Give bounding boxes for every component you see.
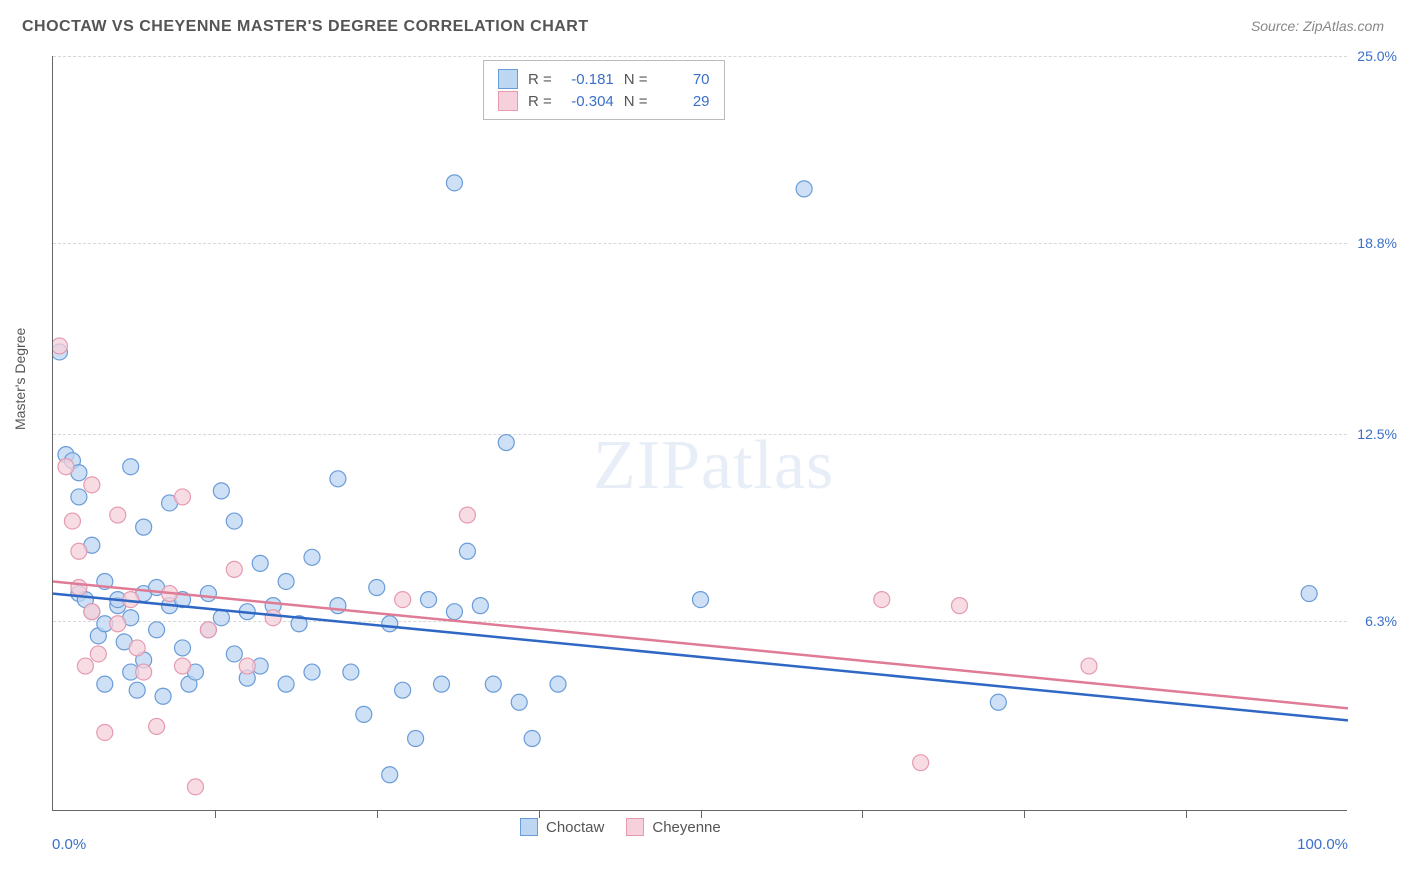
- data-point: [97, 676, 113, 692]
- data-point: [369, 580, 385, 596]
- data-point: [382, 616, 398, 632]
- data-point: [129, 640, 145, 656]
- x-tick: [701, 810, 702, 818]
- data-point: [213, 483, 229, 499]
- y-tick-label: 18.8%: [1357, 235, 1397, 251]
- data-point: [485, 676, 501, 692]
- chart-svg: [53, 56, 1348, 811]
- data-point: [304, 664, 320, 680]
- x-tick: [862, 810, 863, 818]
- data-point: [136, 664, 152, 680]
- data-point: [524, 731, 540, 747]
- data-point: [382, 767, 398, 783]
- data-point: [71, 489, 87, 505]
- legend-item: Cheyenne: [626, 818, 720, 836]
- swatch-icon: [520, 818, 538, 836]
- data-point: [129, 682, 145, 698]
- y-tick-label: 12.5%: [1357, 426, 1397, 442]
- data-point: [446, 604, 462, 620]
- legend-item: Choctaw: [520, 818, 604, 836]
- data-point: [110, 507, 126, 523]
- data-point: [200, 586, 216, 602]
- data-point: [252, 555, 268, 571]
- data-point: [1081, 658, 1097, 674]
- data-point: [693, 592, 709, 608]
- data-point: [330, 471, 346, 487]
- data-point: [434, 676, 450, 692]
- data-point: [187, 779, 203, 795]
- chart-title: CHOCTAW VS CHEYENNE MASTER'S DEGREE CORR…: [22, 18, 589, 35]
- data-point: [278, 573, 294, 589]
- data-point: [175, 658, 191, 674]
- data-point: [913, 755, 929, 771]
- data-point: [446, 175, 462, 191]
- data-point: [459, 543, 475, 559]
- data-point: [459, 507, 475, 523]
- data-point: [550, 676, 566, 692]
- data-point: [149, 622, 165, 638]
- data-point: [304, 549, 320, 565]
- data-point: [97, 724, 113, 740]
- legend-label: Cheyenne: [652, 819, 720, 836]
- data-point: [239, 658, 255, 674]
- data-point: [472, 598, 488, 614]
- data-point: [84, 477, 100, 493]
- data-point: [77, 658, 93, 674]
- data-point: [990, 694, 1006, 710]
- legend-label: Choctaw: [546, 819, 604, 836]
- data-point: [58, 459, 74, 475]
- data-point: [213, 610, 229, 626]
- x-tick: [215, 810, 216, 818]
- data-point: [1301, 586, 1317, 602]
- x-tick: [1024, 810, 1025, 818]
- data-point: [874, 592, 890, 608]
- trend-line: [53, 594, 1348, 721]
- data-point: [149, 718, 165, 734]
- data-point: [155, 688, 171, 704]
- data-point: [511, 694, 527, 710]
- data-point: [226, 561, 242, 577]
- series-legend: Choctaw Cheyenne: [520, 818, 721, 836]
- data-point: [110, 616, 126, 632]
- y-tick-label: 25.0%: [1357, 48, 1397, 64]
- chart-plot-area: ZIPatlas R =-0.181N =70R =-0.304N =29 6.…: [52, 56, 1347, 811]
- data-point: [71, 580, 87, 596]
- x-axis-max-label: 100.0%: [1297, 836, 1348, 853]
- data-point: [408, 731, 424, 747]
- data-point: [952, 598, 968, 614]
- data-point: [330, 598, 346, 614]
- x-tick: [1186, 810, 1187, 818]
- data-point: [71, 543, 87, 559]
- data-point: [175, 640, 191, 656]
- data-point: [226, 513, 242, 529]
- x-tick: [377, 810, 378, 818]
- data-point: [136, 519, 152, 535]
- data-point: [84, 604, 100, 620]
- data-point: [123, 459, 139, 475]
- data-point: [421, 592, 437, 608]
- data-point: [90, 646, 106, 662]
- data-point: [356, 706, 372, 722]
- data-point: [265, 610, 281, 626]
- swatch-icon: [626, 818, 644, 836]
- data-point: [200, 622, 216, 638]
- data-point: [278, 676, 294, 692]
- data-point: [53, 338, 67, 354]
- data-point: [226, 646, 242, 662]
- data-point: [343, 664, 359, 680]
- y-axis-label: Master's Degree: [12, 328, 28, 430]
- x-axis-min-label: 0.0%: [52, 836, 86, 853]
- data-point: [395, 592, 411, 608]
- data-point: [796, 181, 812, 197]
- data-point: [395, 682, 411, 698]
- data-point: [175, 489, 191, 505]
- data-point: [498, 435, 514, 451]
- x-tick: [539, 810, 540, 818]
- y-tick-label: 6.3%: [1365, 613, 1397, 629]
- data-point: [64, 513, 80, 529]
- source-attribution: Source: ZipAtlas.com: [1251, 18, 1384, 34]
